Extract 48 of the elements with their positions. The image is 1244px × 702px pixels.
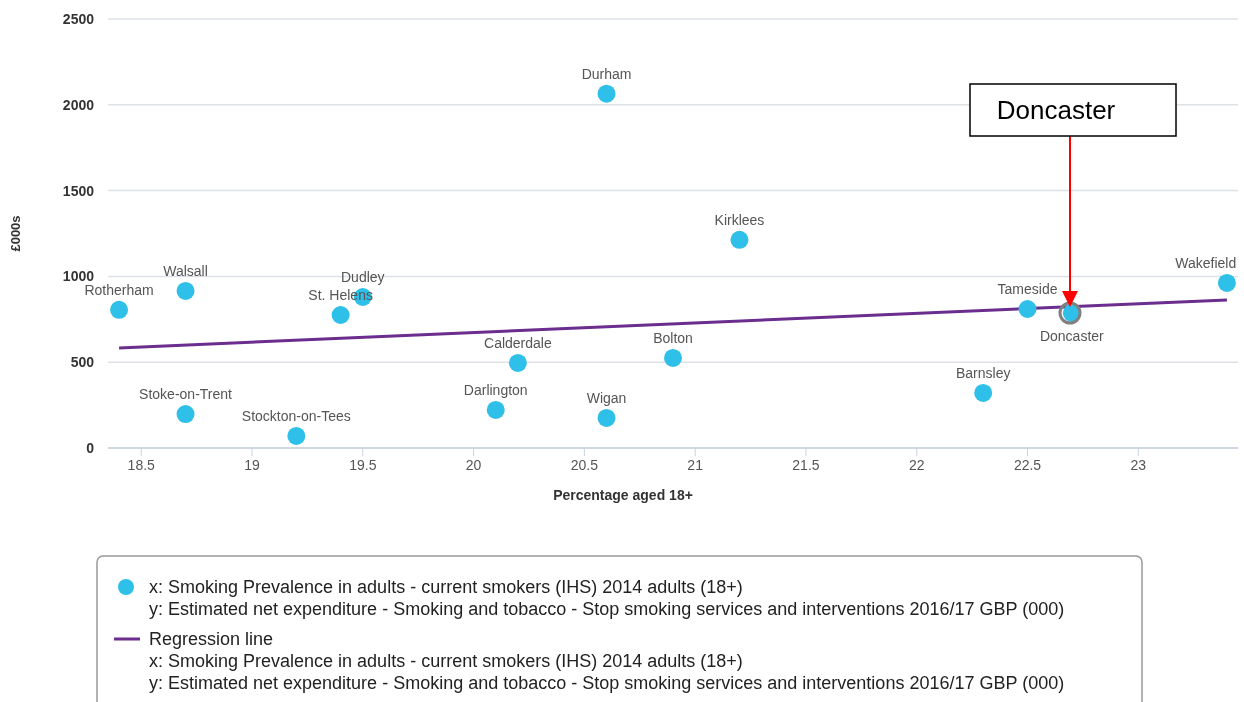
annotation: Calderdale: [484, 334, 552, 351]
x-tick-label: 20.5: [570, 457, 599, 473]
y-tick-label: 2500: [62, 11, 95, 27]
point: [176, 405, 195, 424]
annotation: Kirklees: [714, 211, 765, 228]
annotation: Walsall: [163, 262, 208, 279]
point: [331, 306, 350, 325]
point: [597, 408, 616, 427]
annotation: Durham: [581, 65, 632, 82]
point: [730, 230, 749, 249]
annotation: Dudley: [341, 268, 385, 285]
x-tick-label: 23: [1130, 457, 1147, 473]
y-tick-label: 500: [70, 354, 95, 371]
x-tick-label: 21.5: [792, 457, 820, 473]
point: [508, 353, 527, 372]
annotation: Doncaster: [996, 95, 1116, 125]
annotation: Tameside: [997, 281, 1058, 297]
legend-label: x: Smoking Prevalence in adults - current smokers (IHS) 2014 adults (18+) y: Estimated net expenditure - Smoking and tobacco - Stop smoking services and interventions 2016/17 GBP (000): [149, 577, 1065, 619]
annotation: Stoke-on-Trent: [139, 386, 233, 403]
x-tick-label: 22: [908, 457, 925, 473]
annotation: Wakefield: [1175, 254, 1237, 271]
x-axis-title: Percentage aged 18+: [553, 487, 693, 503]
x-tick-label: 21: [687, 457, 704, 473]
y-axis-title: £000s: [8, 215, 23, 252]
point: [176, 281, 195, 300]
point: [597, 84, 616, 103]
annotation: Bolton: [653, 329, 693, 346]
point: [974, 383, 993, 402]
point: [664, 348, 682, 367]
x-tick-label: 19.5: [349, 457, 377, 473]
y-tick-label: 2000: [62, 96, 95, 113]
annotation: Wigan: [586, 389, 627, 406]
annotation: Barnsley: [955, 364, 1011, 381]
x-tick-label: 22.5: [1013, 457, 1042, 473]
y-tick-label: 1500: [62, 182, 95, 199]
point: [110, 300, 129, 319]
point: [1217, 273, 1236, 292]
x-tick-label: 18.5: [127, 457, 156, 473]
point: [287, 426, 306, 445]
x-tick-label: 19: [244, 457, 261, 473]
legend-label: Regression line x: Smoking Prevalence in adults - current smokers (IHS) 2014 adults (18+) y: Estimated net expenditure - Smoking and tobacco - Stop smoking services and interventions 2016/17 GBP (000): [149, 629, 1065, 693]
point: [486, 400, 505, 419]
point: [1018, 300, 1037, 318]
annotation: Darlington: [463, 381, 528, 398]
annotation: Stockton-on-Tees: [241, 407, 351, 424]
annotation: Doncaster: [1039, 327, 1105, 344]
y-tick-label: 0: [86, 440, 95, 456]
x-tick-label: 20: [465, 457, 482, 473]
